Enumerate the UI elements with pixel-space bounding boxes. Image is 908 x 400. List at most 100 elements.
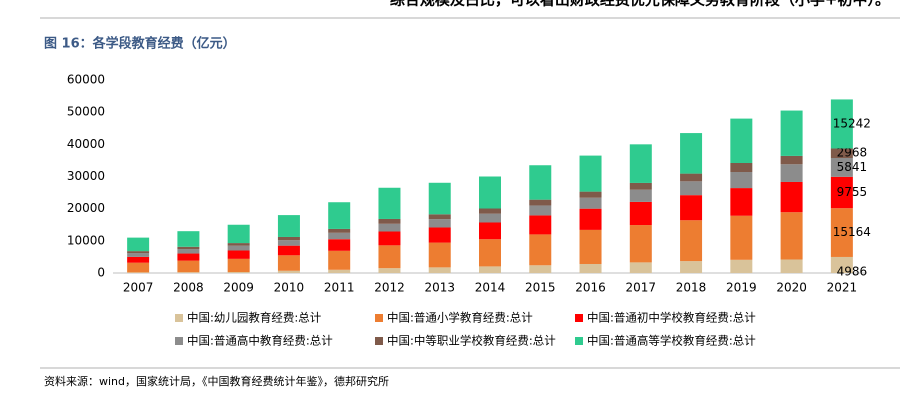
bar-segment bbox=[579, 155, 602, 192]
bar-segment bbox=[177, 272, 200, 273]
bar-segment bbox=[780, 164, 803, 182]
bar-segment bbox=[227, 245, 250, 251]
bar-segment bbox=[177, 249, 200, 254]
bar-segment bbox=[328, 239, 351, 251]
x-tick-label: 2021 bbox=[827, 281, 858, 295]
x-tick-label: 2014 bbox=[475, 281, 506, 295]
x-tick-label: 2009 bbox=[223, 281, 254, 295]
value-label: 4986 bbox=[837, 265, 868, 279]
bar-segment bbox=[378, 268, 401, 273]
bar-segment bbox=[428, 219, 451, 228]
bar-segment bbox=[730, 215, 753, 260]
bar-segment bbox=[127, 262, 150, 273]
legend-swatch bbox=[575, 314, 583, 322]
bar-segment bbox=[479, 208, 501, 214]
bar-segment bbox=[830, 99, 853, 149]
chart-title: 图 16：各学段教育经费（亿元） bbox=[44, 36, 236, 52]
x-tick-label: 2016 bbox=[575, 281, 606, 295]
bar-segment bbox=[629, 262, 652, 273]
value-label: 15164 bbox=[833, 225, 871, 239]
y-tick-label: 0 bbox=[97, 266, 105, 280]
bar-segment bbox=[680, 133, 703, 174]
bar-segment bbox=[328, 269, 351, 273]
bar-segment bbox=[579, 197, 602, 209]
bar-segment bbox=[378, 245, 401, 269]
y-tick-label: 30000 bbox=[67, 169, 105, 183]
bar-segment bbox=[177, 231, 200, 247]
bar-segment bbox=[479, 266, 501, 273]
y-tick-label: 40000 bbox=[67, 137, 105, 151]
bar-segment bbox=[479, 213, 501, 223]
legend-label: 中国:幼儿园教育经费:总计 bbox=[187, 311, 322, 325]
source: 资料来源：wind，国家统计局，《中国教育经费统计年鉴》，德邦研究所 bbox=[44, 374, 389, 388]
x-tick-label: 2007 bbox=[123, 281, 154, 295]
legend-label: 中国:普通初中学校教育经费:总计 bbox=[587, 311, 756, 325]
bar-segment bbox=[680, 261, 703, 273]
bar-segment bbox=[529, 234, 552, 266]
bar-segment bbox=[780, 259, 803, 273]
value-label: 9755 bbox=[837, 185, 868, 199]
bar-segment bbox=[428, 214, 451, 220]
bar-segment bbox=[227, 258, 250, 273]
bar-segment bbox=[479, 222, 501, 240]
x-tick-label: 2010 bbox=[274, 281, 305, 295]
legend-swatch bbox=[175, 337, 183, 345]
x-tick-label: 2012 bbox=[374, 281, 405, 295]
x-tick-label: 2015 bbox=[525, 281, 556, 295]
bar-segment bbox=[529, 199, 552, 206]
legend-label: 中国:普通小学教育经费:总计 bbox=[387, 311, 533, 325]
bar-segment bbox=[730, 259, 753, 273]
bar-segment bbox=[629, 182, 652, 190]
y-tick-label: 10000 bbox=[67, 233, 105, 247]
value-label: 15242 bbox=[833, 116, 871, 130]
bar-segment bbox=[830, 148, 853, 159]
bar-segment bbox=[177, 253, 200, 261]
bar-segment bbox=[730, 188, 753, 216]
bar-segment bbox=[529, 165, 552, 200]
bar-segment bbox=[529, 265, 552, 273]
bar-segment bbox=[127, 251, 150, 254]
bar-segment bbox=[579, 191, 602, 198]
bar-segment bbox=[579, 229, 602, 264]
bar-segment bbox=[579, 208, 602, 230]
header-text: 综合规模及占比，可以看出财政经费优先保障义务教育阶段（小学+初中）。 bbox=[390, 0, 890, 9]
bar-segment bbox=[680, 173, 703, 182]
bar-segment bbox=[277, 245, 300, 256]
bar-segment bbox=[830, 176, 853, 209]
bar-segment bbox=[428, 267, 451, 273]
legend-swatch bbox=[375, 337, 383, 345]
x-tick-label: 2019 bbox=[726, 281, 757, 295]
bar-segment bbox=[378, 223, 401, 232]
bar-segment bbox=[127, 253, 150, 257]
bar-segment bbox=[277, 240, 300, 246]
bar-segment bbox=[227, 224, 250, 244]
value-label: 2968 bbox=[837, 146, 868, 160]
bar-segment bbox=[780, 181, 803, 213]
bar-segment bbox=[127, 272, 150, 273]
y-tick-label: 50000 bbox=[67, 105, 105, 119]
bar-segment bbox=[830, 208, 853, 257]
bar-segment bbox=[479, 176, 501, 209]
legend-label: 中国:中等职业学校教育经费:总计 bbox=[387, 334, 556, 348]
x-tick-label: 2020 bbox=[776, 281, 807, 295]
bar-segment bbox=[579, 263, 602, 273]
x-tick-label: 2013 bbox=[424, 281, 455, 295]
bar-segment bbox=[328, 232, 351, 240]
y-tick-label: 20000 bbox=[67, 201, 105, 215]
x-tick-label: 2011 bbox=[324, 281, 355, 295]
bar-segment bbox=[428, 242, 451, 268]
bar-segment bbox=[328, 250, 351, 270]
bar-segment bbox=[680, 195, 703, 221]
bar-segment bbox=[680, 181, 703, 196]
bar-segment bbox=[277, 236, 300, 241]
bar-segment bbox=[629, 189, 652, 202]
bar-segment bbox=[529, 215, 552, 235]
bar-segment bbox=[730, 162, 753, 172]
bar-segment bbox=[680, 220, 703, 262]
bar-segment bbox=[227, 250, 250, 259]
bar-segment bbox=[629, 144, 652, 183]
bar-segment bbox=[428, 182, 451, 215]
bar-segment bbox=[277, 255, 300, 271]
legend-swatch bbox=[575, 337, 583, 345]
